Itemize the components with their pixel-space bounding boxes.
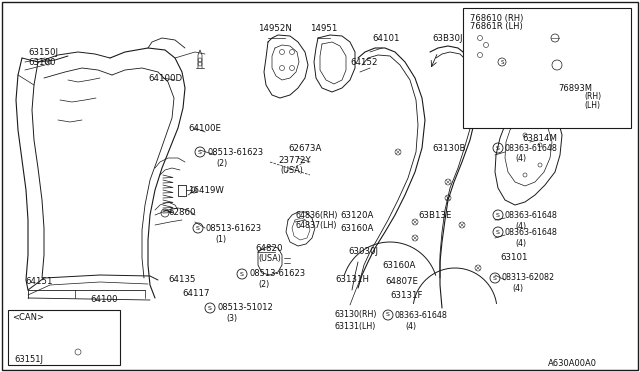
Text: 63131F: 63131F (390, 291, 422, 299)
Text: 64837(LH): 64837(LH) (296, 221, 337, 230)
Text: 64836(RH): 64836(RH) (296, 211, 339, 219)
Text: 76861R (LH): 76861R (LH) (470, 22, 523, 31)
Text: (2): (2) (216, 158, 227, 167)
Text: 08363-61648: 08363-61648 (505, 228, 558, 237)
Text: 63150J: 63150J (28, 48, 58, 57)
Text: (4): (4) (512, 285, 523, 294)
Text: 63814M: 63814M (522, 134, 557, 142)
Text: 62673A: 62673A (288, 144, 321, 153)
Text: 23772Y: 23772Y (278, 155, 311, 164)
Text: (LH): (LH) (584, 100, 600, 109)
Text: 08313-62082: 08313-62082 (502, 273, 555, 282)
Text: S: S (496, 212, 500, 218)
Text: 63B13E: 63B13E (418, 211, 451, 219)
Text: (4): (4) (515, 154, 526, 163)
Text: 64101: 64101 (372, 33, 399, 42)
Text: 14951: 14951 (310, 23, 337, 32)
Text: 64100: 64100 (90, 295, 118, 305)
Text: S: S (500, 60, 504, 64)
Text: 62860: 62860 (168, 208, 195, 217)
Text: 64100E: 64100E (188, 124, 221, 132)
Text: 63131(LH): 63131(LH) (335, 321, 376, 330)
Text: 63030J: 63030J (348, 247, 378, 257)
Bar (8, 310, 120, 365)
Text: 14952N: 14952N (258, 23, 292, 32)
Text: 63151J: 63151J (14, 356, 43, 365)
Text: 63B30J: 63B30J (432, 33, 463, 42)
Text: 08513-61623: 08513-61623 (205, 224, 261, 232)
Text: 63131H: 63131H (335, 276, 369, 285)
Text: (USA): (USA) (280, 166, 303, 174)
Text: 64151: 64151 (25, 278, 52, 286)
Bar (463, 8, 631, 128)
Text: 76893M: 76893M (558, 83, 592, 93)
Text: 64135: 64135 (168, 276, 195, 285)
Text: S: S (240, 272, 244, 276)
Text: (USA): (USA) (258, 253, 281, 263)
Text: 64100D: 64100D (148, 74, 182, 83)
Text: 64820: 64820 (255, 244, 282, 253)
Text: 63160A: 63160A (382, 260, 415, 269)
Text: S: S (496, 145, 500, 151)
Text: (RH): (RH) (584, 92, 601, 100)
Text: S: S (496, 230, 500, 234)
Text: S: S (208, 305, 212, 311)
Text: 64807E: 64807E (385, 278, 418, 286)
Text: 16419W: 16419W (188, 186, 224, 195)
Text: (1): (1) (215, 234, 226, 244)
Text: 63130B: 63130B (432, 144, 465, 153)
Text: 08363-61648: 08363-61648 (395, 311, 448, 320)
Text: 63160A: 63160A (340, 224, 373, 232)
Text: 08363-61648: 08363-61648 (505, 211, 558, 219)
Text: 63130(RH): 63130(RH) (335, 311, 378, 320)
Text: 08513-51012: 08513-51012 (217, 304, 273, 312)
Text: 63101: 63101 (500, 253, 527, 263)
Text: S: S (493, 276, 497, 280)
Text: (4): (4) (405, 321, 416, 330)
Text: (4): (4) (515, 238, 526, 247)
Text: 64117: 64117 (182, 289, 209, 298)
Text: 08513-61623: 08513-61623 (207, 148, 263, 157)
Text: S: S (196, 225, 200, 231)
Text: (4): (4) (515, 221, 526, 231)
Text: A630A00A0: A630A00A0 (548, 359, 597, 368)
Text: (3): (3) (226, 314, 237, 324)
Text: 08513-61623: 08513-61623 (249, 269, 305, 279)
Text: <CAN>: <CAN> (12, 314, 44, 323)
Text: 768610 (RH): 768610 (RH) (470, 13, 524, 22)
Text: 08363-61648: 08363-61648 (505, 144, 558, 153)
Text: 64152: 64152 (350, 58, 378, 67)
Text: S: S (386, 312, 390, 317)
Text: 63100: 63100 (28, 58, 56, 67)
Text: (2): (2) (258, 280, 269, 289)
Text: 63120A: 63120A (340, 211, 373, 219)
Text: S: S (198, 150, 202, 154)
